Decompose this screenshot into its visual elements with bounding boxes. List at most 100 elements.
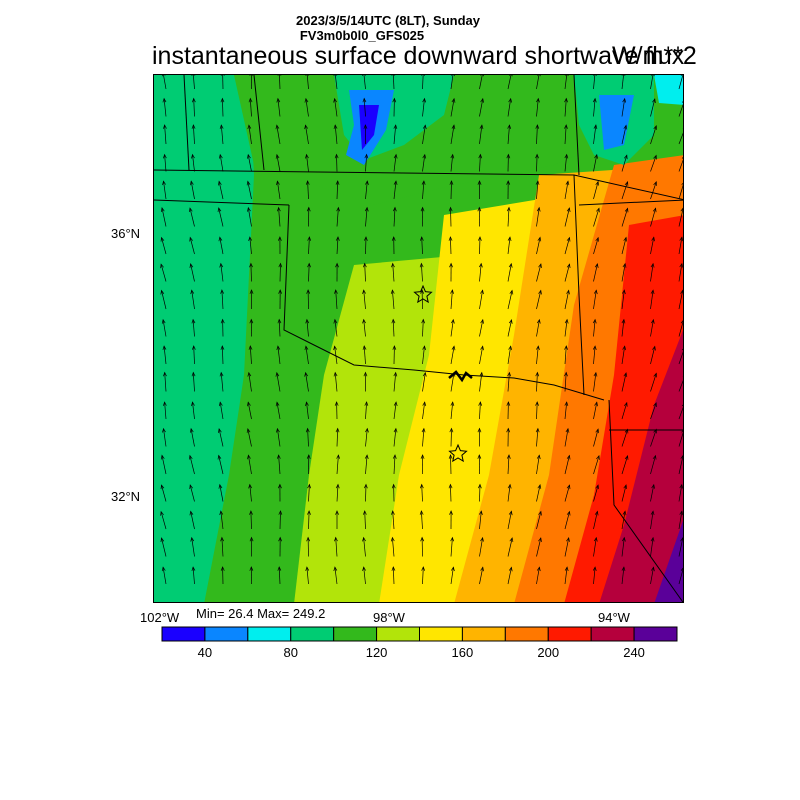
wind-vector	[191, 290, 195, 310]
wind-vector-head	[188, 454, 193, 460]
wind-vector	[278, 455, 281, 475]
wind-vector	[249, 345, 252, 365]
wind-vector	[650, 263, 654, 282]
wind-vector-head	[479, 371, 484, 377]
wind-vector-head	[508, 97, 513, 103]
wind-vector-head	[451, 97, 456, 103]
wind-vector-head	[334, 401, 339, 406]
wind-vector-head	[422, 153, 427, 159]
wind-vector	[307, 180, 309, 200]
wind-vector	[193, 345, 195, 365]
wind-vector-head	[680, 207, 683, 212]
wind-vector-head	[477, 206, 482, 212]
wind-vector-head	[422, 371, 427, 377]
wind-vector-head	[451, 345, 456, 351]
wind-vector-head	[594, 401, 598, 407]
wind-vector	[247, 181, 252, 200]
wind-vector-head	[506, 206, 511, 212]
wind-vector-head	[219, 124, 224, 130]
wind-vector	[650, 181, 657, 200]
wind-vector	[593, 372, 597, 392]
wind-vector	[650, 75, 654, 90]
wind-vector	[621, 75, 624, 90]
wind-vector	[365, 401, 367, 420]
wind-vector	[593, 455, 600, 475]
wind-vector-head	[448, 483, 453, 489]
wind-vector-head	[450, 289, 454, 294]
wind-vector	[479, 263, 482, 282]
wind-vector	[479, 319, 484, 337]
wind-vector-head	[248, 97, 253, 103]
wind-vector	[164, 124, 167, 145]
wind-vector-head	[509, 537, 514, 542]
wind-vector	[392, 263, 395, 282]
wind-vector	[650, 237, 655, 255]
wind-vector	[621, 511, 626, 530]
lat-label-36n: 36°N	[111, 226, 141, 241]
wind-vector-head	[650, 536, 655, 542]
wind-vector-head	[249, 318, 254, 324]
wind-vector	[334, 346, 338, 365]
wind-vector-head	[623, 154, 628, 160]
wind-vector	[307, 428, 309, 447]
wind-vector	[277, 181, 281, 200]
wind-vector-head	[393, 180, 398, 185]
wind-vector	[536, 290, 542, 310]
wind-vector	[306, 319, 309, 337]
wind-vector-head	[680, 567, 683, 571]
wind-vector	[678, 290, 683, 310]
wind-vector-head	[246, 428, 251, 433]
wind-vector	[336, 455, 339, 475]
wind-vector-head	[653, 428, 657, 434]
colorbar-tick-label: 200	[537, 645, 560, 660]
wind-vector	[678, 432, 683, 447]
wind-vector	[507, 290, 513, 310]
wind-vector-head	[335, 510, 339, 515]
wind-vector-head	[189, 510, 194, 516]
wind-vector	[593, 346, 596, 365]
wind-vector-head	[276, 97, 281, 103]
wind-vector	[450, 98, 455, 117]
wind-vector	[308, 510, 310, 530]
field-minimum-cloud	[359, 105, 379, 150]
wind-vector	[479, 537, 483, 557]
min-max-stats: Min= 26.4 Max= 249.2	[196, 606, 326, 621]
wind-vector	[678, 132, 683, 145]
wind-vector	[334, 98, 338, 117]
wind-vector-head	[421, 180, 426, 185]
wind-vector-head	[508, 566, 513, 572]
wind-vector-head	[536, 318, 541, 324]
wind-vector-head	[506, 454, 511, 459]
wind-vector-head	[162, 180, 166, 186]
wind-vector	[507, 207, 510, 227]
wind-vector	[450, 537, 453, 557]
wind-vector	[593, 263, 598, 282]
wind-vector-head	[480, 289, 484, 295]
wind-vector-head	[566, 484, 571, 490]
wind-vector	[564, 485, 570, 502]
wind-vector-head	[420, 206, 425, 212]
wind-vector-head	[448, 206, 453, 212]
wind-vector	[621, 402, 628, 420]
wind-vector	[365, 154, 367, 172]
wind-vector	[650, 402, 657, 420]
wind-vector	[276, 372, 281, 392]
wind-vectors	[160, 75, 683, 585]
wind-vector	[507, 319, 512, 337]
wind-vector	[421, 484, 423, 502]
wind-vector-head	[506, 153, 511, 159]
wind-vector	[621, 181, 628, 200]
wind-vector-head	[336, 206, 341, 212]
lat-label-32n: 32°N	[111, 489, 141, 504]
wind-vector	[678, 75, 683, 90]
wind-vector-head	[304, 345, 309, 351]
colorbar-swatch	[247, 626, 292, 642]
wind-vector	[479, 511, 482, 530]
wind-vector	[219, 484, 224, 502]
wind-vector-head	[362, 536, 366, 542]
wind-vector-head	[275, 153, 280, 159]
wind-vector	[450, 567, 454, 585]
wind-vector-head	[477, 180, 482, 185]
wind-vector-head	[477, 236, 482, 241]
wind-vector-head	[623, 401, 628, 407]
